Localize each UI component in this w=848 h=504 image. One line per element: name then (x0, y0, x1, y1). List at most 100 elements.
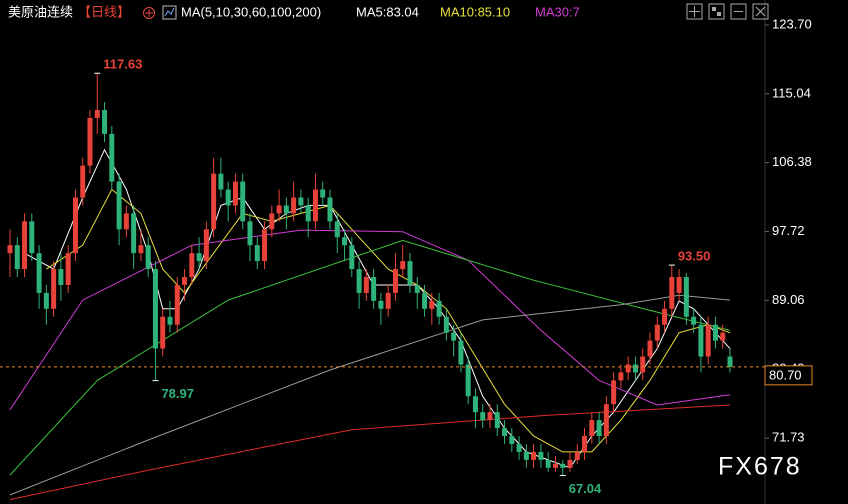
candle-body (218, 173, 224, 190)
candle-body (560, 463, 566, 468)
candle-body (472, 396, 478, 413)
candle (218, 157, 224, 198)
candle-body (36, 253, 42, 293)
candle-body (51, 269, 57, 309)
candle-body (65, 253, 71, 285)
candle-body (611, 380, 617, 405)
candle-body (618, 372, 624, 381)
candle (654, 316, 660, 349)
candle (414, 277, 420, 309)
candle-body (94, 110, 100, 118)
candle (662, 300, 668, 333)
candle (458, 332, 464, 373)
candle-body (203, 229, 209, 262)
candle-body (625, 364, 631, 373)
candle (451, 324, 457, 357)
candle (36, 245, 42, 309)
candle-body (160, 316, 166, 349)
candle-body (509, 436, 515, 444)
add-icon[interactable] (143, 7, 155, 19)
candle-body (189, 253, 195, 278)
candle (196, 237, 202, 270)
candle-body (640, 356, 646, 373)
candle (14, 237, 20, 278)
candle-body (342, 237, 348, 246)
candle-body (647, 340, 653, 357)
candle (363, 269, 369, 301)
extreme-label: 78.97 (161, 386, 194, 401)
candle (262, 221, 268, 270)
candle-body (371, 277, 377, 301)
candle (254, 237, 260, 270)
candle-body (182, 277, 188, 285)
candle (247, 213, 253, 262)
candle-body (596, 420, 602, 437)
candle (269, 205, 275, 238)
candle-body (116, 181, 122, 230)
candle (240, 173, 246, 230)
candle-body (174, 284, 180, 325)
y-tick-label: 97.72 (772, 223, 805, 238)
candle-body (552, 463, 558, 468)
candle (189, 245, 195, 285)
candle-body (669, 277, 675, 309)
candle-body (683, 277, 689, 317)
candle (611, 372, 617, 413)
candle-body (523, 451, 529, 460)
candle (560, 459, 566, 476)
candle-body (378, 300, 384, 309)
candle-body (654, 324, 660, 341)
candle-body (574, 451, 580, 460)
candle (385, 284, 391, 317)
candle (436, 292, 442, 325)
candle (705, 316, 711, 365)
candle (94, 73, 100, 134)
candle (596, 412, 602, 444)
candle (720, 324, 726, 349)
candle-body (305, 205, 311, 222)
y-tick-label: 71.73 (772, 430, 805, 445)
candle (465, 356, 471, 405)
candle (160, 308, 166, 357)
toolbar[interactable] (686, 3, 769, 20)
candle (232, 173, 238, 214)
candle-body (29, 221, 35, 254)
candle (320, 181, 326, 206)
candle-body (465, 364, 471, 397)
candle (589, 412, 595, 444)
legend-entry: MA5:83.04 (356, 4, 419, 19)
y-tick-label: 115.04 (772, 85, 811, 100)
extreme-label: 117.63 (103, 57, 142, 72)
candle (625, 356, 631, 381)
candle (502, 420, 508, 444)
candle-body (14, 245, 20, 270)
ma-line (46, 188, 731, 453)
candle-body (414, 284, 420, 293)
candle (327, 189, 333, 230)
extreme-label: 67.04 (569, 481, 602, 496)
candle (152, 261, 158, 381)
candle-body (240, 181, 246, 222)
candle-body (589, 420, 595, 437)
candle (7, 229, 13, 278)
candle (145, 237, 151, 278)
candle-body (422, 292, 428, 309)
period-label: 【日线】 (78, 4, 130, 19)
candle (545, 451, 551, 472)
candle-body (43, 292, 49, 309)
watermark: FX678 (718, 453, 802, 481)
candle (509, 428, 515, 452)
candle-body (436, 300, 442, 317)
extreme-label: 93.50 (678, 249, 711, 264)
candle (392, 253, 398, 301)
candle-body (443, 316, 449, 333)
candle (80, 157, 86, 206)
candle-body (603, 404, 609, 437)
candle (334, 213, 340, 254)
candle (618, 364, 624, 389)
candle (167, 300, 173, 333)
candle-body (327, 197, 333, 222)
candle (22, 213, 28, 278)
indicator-icon[interactable] (162, 5, 177, 20)
candle (574, 443, 580, 464)
